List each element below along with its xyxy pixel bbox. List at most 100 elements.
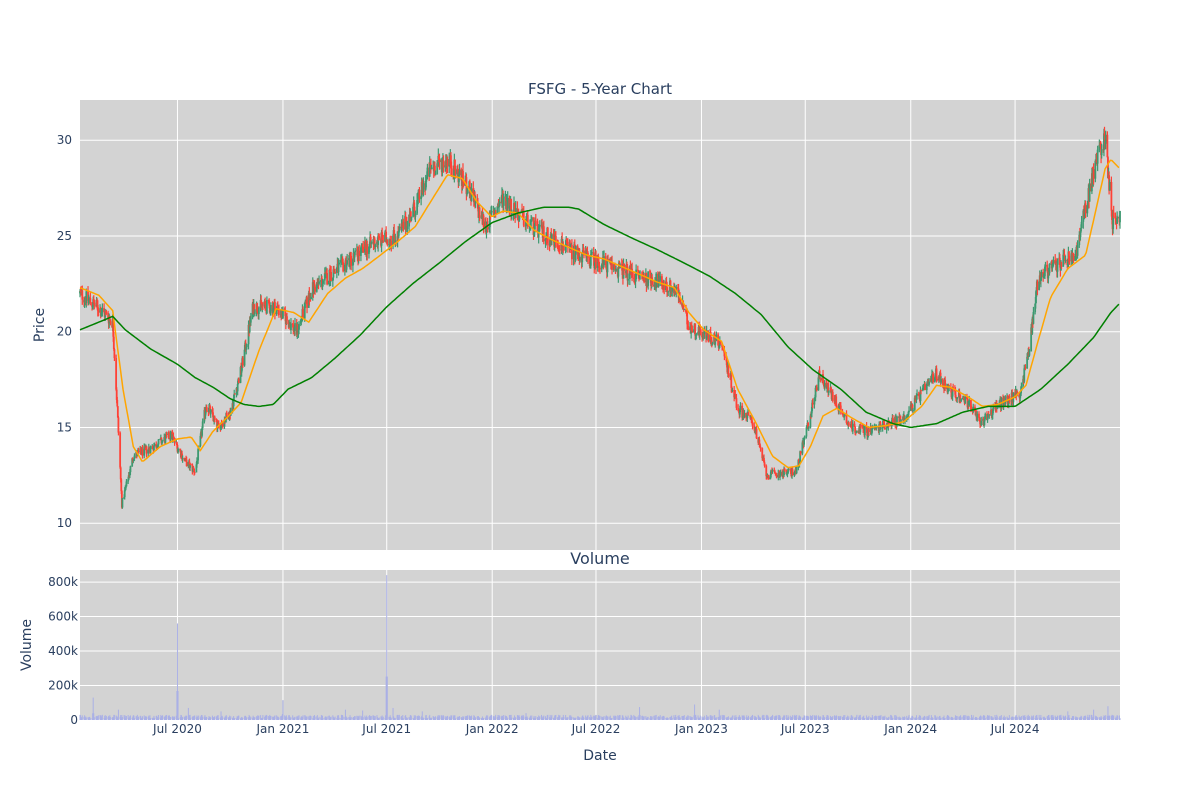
candle-body: [798, 462, 801, 465]
candle-body: [426, 167, 429, 177]
candle-body: [854, 426, 857, 433]
candle-body: [1096, 149, 1099, 164]
candle-body: [758, 439, 761, 444]
candle-body: [458, 175, 460, 183]
candle-body: [201, 421, 204, 428]
price-chart-title: FSFG - 5-Year Chart: [528, 80, 672, 98]
candle-body: [1107, 157, 1109, 179]
candle-body: [783, 468, 786, 470]
x-tick-label: Jan 2021: [256, 722, 310, 736]
candle-body: [617, 268, 620, 277]
candlesticks: [79, 126, 1121, 509]
candle-body: [89, 298, 92, 303]
candle-body: [386, 239, 389, 245]
candle-body: [434, 174, 437, 176]
volume-bars: [79, 575, 1121, 720]
candle-body: [193, 468, 195, 473]
candle-body: [107, 312, 109, 320]
volume-y-tick-label: 400k: [48, 644, 78, 658]
candle-body: [115, 389, 118, 400]
candle-body: [322, 280, 324, 284]
candle-body: [727, 365, 730, 377]
candle-body: [139, 448, 142, 453]
candle-body: [694, 323, 697, 336]
candle-body: [232, 398, 235, 407]
candle-body: [422, 183, 425, 193]
candle-body: [119, 467, 122, 480]
candle-body: [934, 373, 937, 378]
candle-body: [799, 451, 802, 454]
candle-body: [908, 410, 910, 412]
candle-body: [1020, 385, 1023, 391]
volume-y-tick-label: 600k: [48, 610, 78, 624]
candle-body: [358, 250, 361, 256]
candle-body: [510, 199, 513, 216]
candle-body: [880, 427, 882, 429]
candle-body: [123, 490, 126, 498]
candle-body: [562, 249, 565, 251]
candle-body: [169, 431, 172, 440]
candle-body: [853, 423, 856, 427]
candle-body: [237, 378, 240, 383]
x-tick-label: Jul 2020: [152, 722, 202, 736]
candle-body: [335, 267, 338, 273]
candle-body: [236, 384, 239, 392]
candle-body: [506, 197, 509, 209]
candle-body: [735, 398, 738, 408]
candle-body: [810, 411, 813, 418]
candle-body: [978, 413, 980, 418]
candle-body: [91, 302, 93, 307]
candle-body: [314, 286, 316, 292]
candle-body: [101, 308, 104, 312]
candle-body: [835, 406, 838, 408]
candle-body: [181, 458, 184, 460]
candle-body: [354, 250, 357, 253]
candle-body: [345, 264, 348, 270]
candle-body: [108, 318, 111, 324]
candle-body: [805, 427, 808, 437]
candle-body: [458, 169, 461, 176]
candle-body: [813, 397, 816, 405]
candle-body: [1072, 252, 1074, 254]
candle-body: [282, 309, 284, 318]
candle-body: [482, 215, 485, 228]
candle-body: [663, 284, 666, 290]
candle-body: [755, 428, 758, 439]
candle-body: [1112, 212, 1115, 216]
candle-body: [274, 302, 276, 315]
candle-body: [599, 268, 601, 270]
candle-body: [615, 268, 617, 271]
candle-body: [739, 405, 742, 411]
candle-body: [1086, 205, 1089, 214]
candle-body: [116, 406, 119, 418]
candle-body: [1114, 215, 1117, 220]
candle-body: [290, 323, 292, 330]
candle-body: [542, 226, 545, 242]
candle-body: [649, 272, 652, 281]
candle-body: [364, 241, 367, 249]
candle-body: [968, 400, 971, 406]
candle-body: [1062, 254, 1065, 267]
candle-body: [1079, 231, 1082, 238]
candle-body: [124, 486, 127, 489]
candle-body: [830, 387, 832, 392]
candle-body: [392, 235, 394, 246]
candle-body: [970, 400, 972, 410]
candle-body: [366, 244, 369, 254]
candle-body: [823, 382, 826, 388]
candle-body: [241, 358, 244, 366]
candle-body: [1106, 134, 1109, 158]
candle-body: [532, 217, 535, 235]
candle-body: [249, 317, 252, 323]
candle-body: [940, 379, 943, 383]
volume-y-tick-label: 0: [70, 713, 78, 727]
candle-body: [998, 400, 1001, 404]
candle-body: [714, 340, 717, 345]
candle-body: [417, 191, 420, 198]
candle-body: [826, 387, 828, 389]
candle-body: [1038, 281, 1041, 290]
candle-body: [410, 216, 413, 221]
candle-body: [791, 469, 794, 476]
candle-body: [835, 396, 838, 407]
